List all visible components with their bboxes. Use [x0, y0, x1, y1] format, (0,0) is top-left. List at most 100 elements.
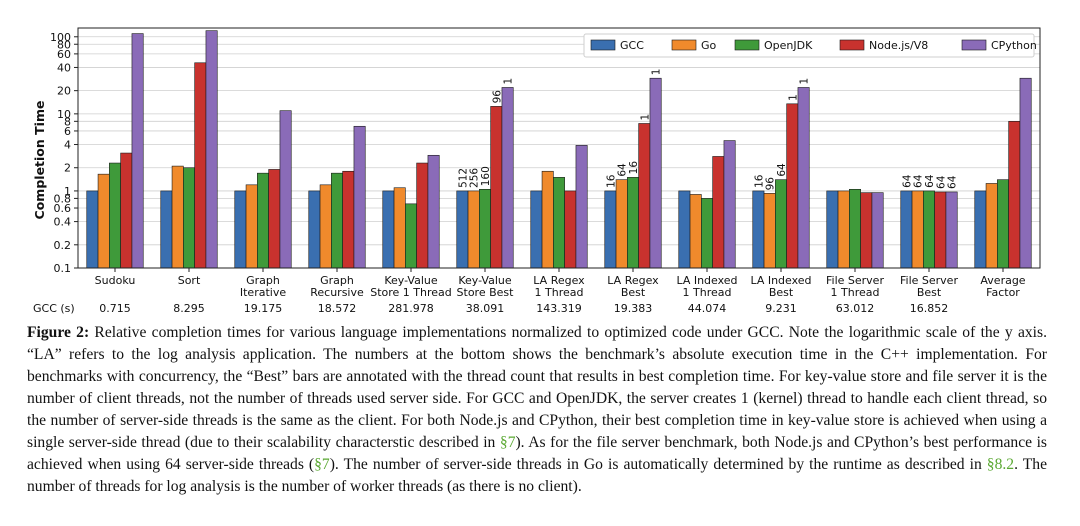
bar-openjdk [923, 190, 935, 269]
category-label: LA Regex [607, 274, 659, 287]
bar-openjdk [479, 188, 491, 269]
y-tick-label: 10 [57, 108, 71, 121]
thread-count-label: 64 [947, 175, 959, 189]
legend-swatch [839, 39, 865, 51]
bar-go [467, 190, 480, 269]
category-label: Store 1 Thread [370, 286, 452, 299]
bar-go [319, 184, 332, 269]
bar-openjdk [405, 203, 417, 269]
caption-text: Relative completion times for various la… [27, 324, 1047, 451]
thread-count-label: 64 [935, 175, 947, 189]
bar-gcc [530, 190, 543, 269]
gcc-seconds-value: 63.012 [836, 302, 875, 315]
legend-label: CPython [991, 39, 1037, 52]
bar-gcc [382, 190, 395, 269]
gcc-seconds-value: 19.175 [244, 302, 283, 315]
category-label: Iterative [240, 286, 286, 299]
bar-gcc [678, 190, 691, 269]
bar-openjdk [775, 179, 787, 269]
legend-swatch [734, 39, 760, 51]
bar-gcc [308, 190, 321, 269]
bar-cpython [131, 33, 144, 269]
legend-swatch [590, 39, 616, 51]
y-tick-label: 20 [57, 85, 71, 98]
bar-go [541, 170, 554, 269]
category-label: Graph [320, 274, 354, 287]
thread-count-label: 1 [503, 78, 515, 85]
caption-label: Figure 2: [27, 324, 90, 341]
figure-caption: Figure 2: Relative completion times for … [27, 322, 1047, 498]
legend: GCC Go OpenJDK Node.js/V8 CPython [583, 33, 1037, 58]
bar-gcc [826, 190, 839, 269]
legend-label: GCC [620, 39, 644, 52]
category-label: Sudoku [95, 274, 136, 287]
legend-box [583, 33, 1035, 58]
bar-node-js-v8 [268, 169, 281, 269]
bar-cpython [205, 30, 218, 269]
bar-go [171, 165, 184, 269]
category-label: Key-Value [458, 274, 512, 287]
y-tick-label: 0.4 [54, 216, 72, 229]
thread-count-label: 64 [776, 163, 788, 177]
bar-cpython [279, 110, 292, 269]
gcc-seconds-value: 0.715 [99, 302, 131, 315]
caption-ref-link[interactable]: §8.2 [986, 456, 1015, 473]
category-label: Recursive [310, 286, 364, 299]
bar-cpython [723, 140, 736, 269]
bar-cpython [1019, 77, 1032, 269]
gcc-seconds-value: 38.091 [466, 302, 505, 315]
gcc-seconds-row: 0.715 8.295 19.175 18.572 281.978 38.091 143.3… [33, 302, 948, 315]
thread-count-label: 16 [628, 161, 640, 175]
category-label: Store Best [457, 286, 515, 299]
thread-count-label: 64 [913, 174, 925, 188]
bar-cpython [649, 77, 662, 269]
category-label: 1 Thread [683, 286, 732, 299]
thread-count-label: 64 [617, 163, 629, 177]
thread-count-label: 1 [639, 114, 651, 121]
bar-openjdk [997, 179, 1009, 269]
bar-cpython [945, 191, 958, 269]
legend-label: Go [701, 39, 717, 52]
thread-count-label: 512 [457, 168, 469, 188]
category-label: File Server [900, 274, 958, 287]
thread-count-label: 96 [765, 177, 777, 191]
y-tick-label: 8 [64, 115, 71, 128]
gcc-seconds-value: 143.319 [536, 302, 582, 315]
bar-node-js-v8 [860, 192, 873, 269]
gcc-seconds-value: 8.295 [173, 302, 205, 315]
legend-swatch [961, 39, 987, 51]
bar-gcc [456, 190, 469, 269]
bar-node-js-v8 [712, 156, 725, 269]
category-label: Graph [246, 274, 280, 287]
y-tick-label: 0.8 [54, 192, 72, 205]
bar-node-js-v8 [120, 152, 133, 269]
caption-ref-link[interactable]: §7 [499, 434, 516, 451]
gcc-row-label: GCC (s) [33, 302, 75, 315]
bar-node-js-v8 [490, 106, 503, 269]
category-label: LA Indexed [750, 274, 811, 287]
thread-count-label: 256 [469, 168, 481, 188]
bar-node-js-v8 [1008, 121, 1021, 269]
thread-count-label: 64 [924, 174, 936, 188]
bar-cpython [353, 125, 366, 269]
bar-openjdk [109, 162, 121, 269]
legend-label: Node.js/V8 [869, 39, 928, 52]
bar-cpython [575, 145, 588, 269]
bar-go [985, 183, 998, 269]
category-label: Best [917, 286, 942, 299]
y-tick-label: 6 [64, 125, 71, 138]
bar-go [615, 179, 628, 269]
gcc-seconds-value: 19.383 [614, 302, 653, 315]
category-label: Key-Value [384, 274, 438, 287]
caption-ref-link[interactable]: §7 [314, 456, 330, 473]
gcc-seconds-value: 16.852 [910, 302, 949, 315]
bar-node-js-v8 [194, 62, 207, 269]
y-axis-label: Completion Time [32, 101, 47, 220]
bar-cpython [797, 87, 810, 269]
bar-node-js-v8 [564, 190, 577, 269]
y-tick-label: 100 [50, 31, 71, 44]
bar-gcc [900, 190, 913, 269]
